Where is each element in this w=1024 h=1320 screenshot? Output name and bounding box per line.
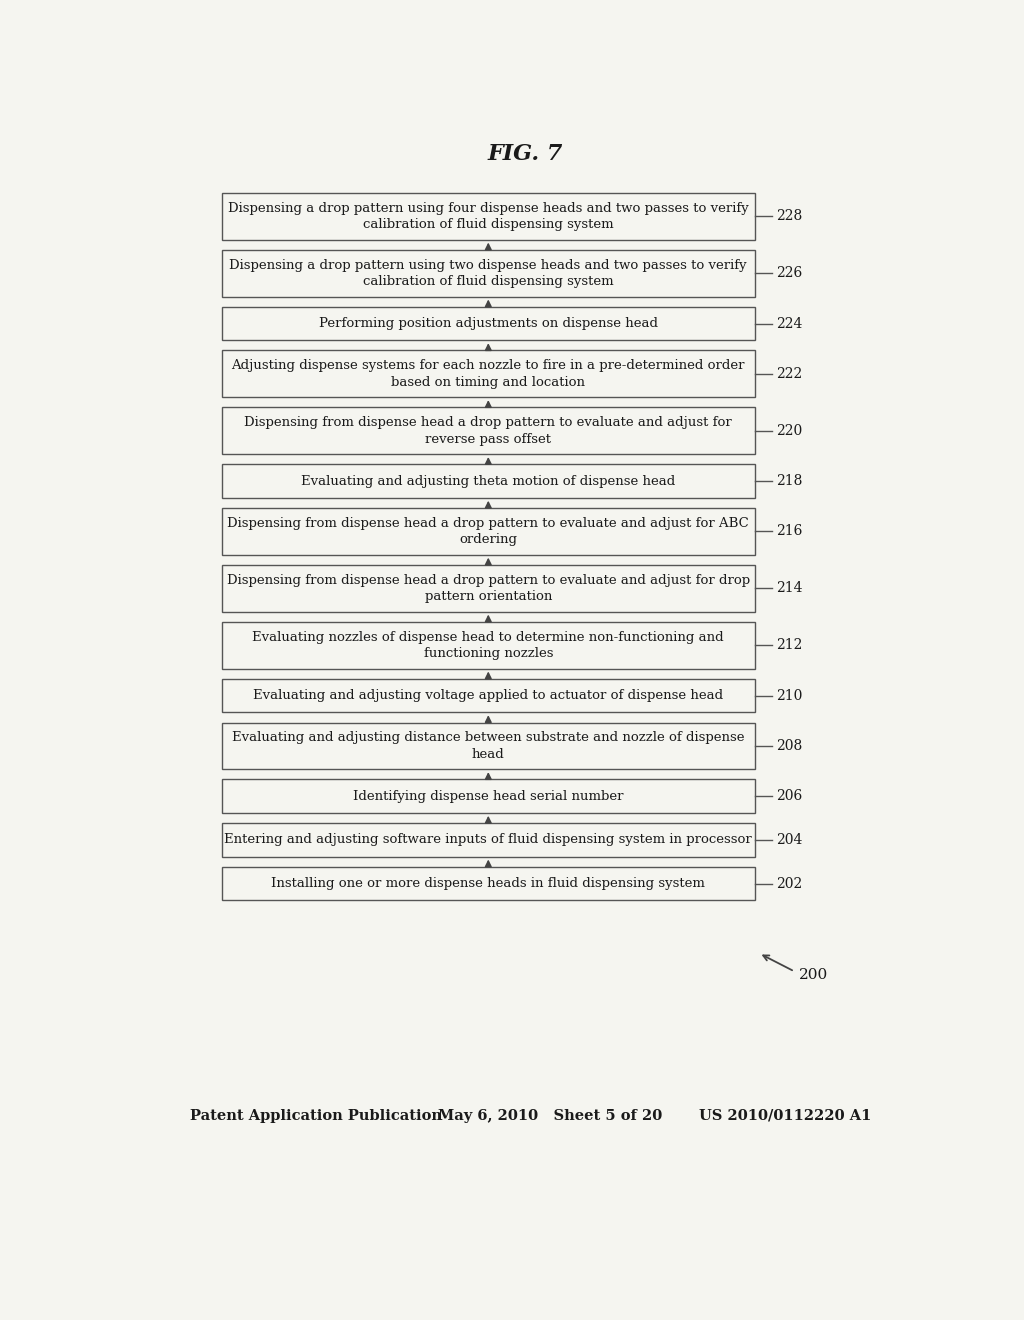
Text: Dispensing a drop pattern using two dispense heads and two passes to verify
cali: Dispensing a drop pattern using two disp… [229,259,748,288]
Text: Dispensing from dispense head a drop pattern to evaluate and adjust for ABC
orde: Dispensing from dispense head a drop pat… [227,516,750,546]
Text: 224: 224 [776,317,803,330]
Text: 220: 220 [776,424,803,438]
Text: Installing one or more dispense heads in fluid dispensing system: Installing one or more dispense heads in… [271,876,706,890]
Bar [221,622,755,669]
Text: Dispensing a drop pattern using four dispense heads and two passes to verify
cal: Dispensing a drop pattern using four dis… [228,202,749,231]
Text: 206: 206 [776,789,803,803]
Text: May 6, 2010   Sheet 5 of 20: May 6, 2010 Sheet 5 of 20 [437,1109,662,1123]
Bar [221,867,755,900]
Text: 226: 226 [776,267,803,280]
Text: Entering and adjusting software inputs of fluid dispensing system in processor: Entering and adjusting software inputs o… [224,833,753,846]
Text: Patent Application Publication: Patent Application Publication [189,1109,442,1123]
Text: Identifying dispense head serial number: Identifying dispense head serial number [353,789,624,803]
Text: Evaluating and adjusting voltage applied to actuator of dispense head: Evaluating and adjusting voltage applied… [253,689,723,702]
Bar [221,193,755,240]
Text: 212: 212 [776,639,803,652]
Text: Dispensing from dispense head a drop pattern to evaluate and adjust for
reverse : Dispensing from dispense head a drop pat… [245,416,732,446]
Text: 216: 216 [776,524,803,539]
Text: Dispensing from dispense head a drop pattern to evaluate and adjust for drop
pat: Dispensing from dispense head a drop pat… [226,574,750,603]
Text: Evaluating and adjusting distance between substrate and nozzle of dispense
head: Evaluating and adjusting distance betwee… [232,731,744,760]
Bar [221,408,755,454]
Bar [221,824,755,857]
Bar [221,508,755,554]
Bar [221,722,755,770]
Bar [221,306,755,341]
Text: 204: 204 [776,833,803,847]
Bar [221,779,755,813]
Text: 228: 228 [776,210,803,223]
Bar [221,465,755,498]
Text: 208: 208 [776,739,803,752]
Text: 202: 202 [776,876,803,891]
Text: Evaluating nozzles of dispense head to determine non-functioning and
functioning: Evaluating nozzles of dispense head to d… [253,631,724,660]
Text: 200: 200 [799,968,827,982]
Text: US 2010/0112220 A1: US 2010/0112220 A1 [699,1109,871,1123]
Bar [221,249,755,297]
Text: FIG. 7: FIG. 7 [487,144,562,165]
Text: Adjusting dispense systems for each nozzle to fire in a pre-determined order
bas: Adjusting dispense systems for each nozz… [231,359,745,388]
Text: 214: 214 [776,581,803,595]
Text: 222: 222 [776,367,803,381]
Text: 210: 210 [776,689,803,702]
Text: Performing position adjustments on dispense head: Performing position adjustments on dispe… [318,317,657,330]
Text: Evaluating and adjusting theta motion of dispense head: Evaluating and adjusting theta motion of… [301,475,676,487]
Bar [221,351,755,397]
Bar [221,565,755,611]
Text: 218: 218 [776,474,803,488]
Bar [221,678,755,713]
